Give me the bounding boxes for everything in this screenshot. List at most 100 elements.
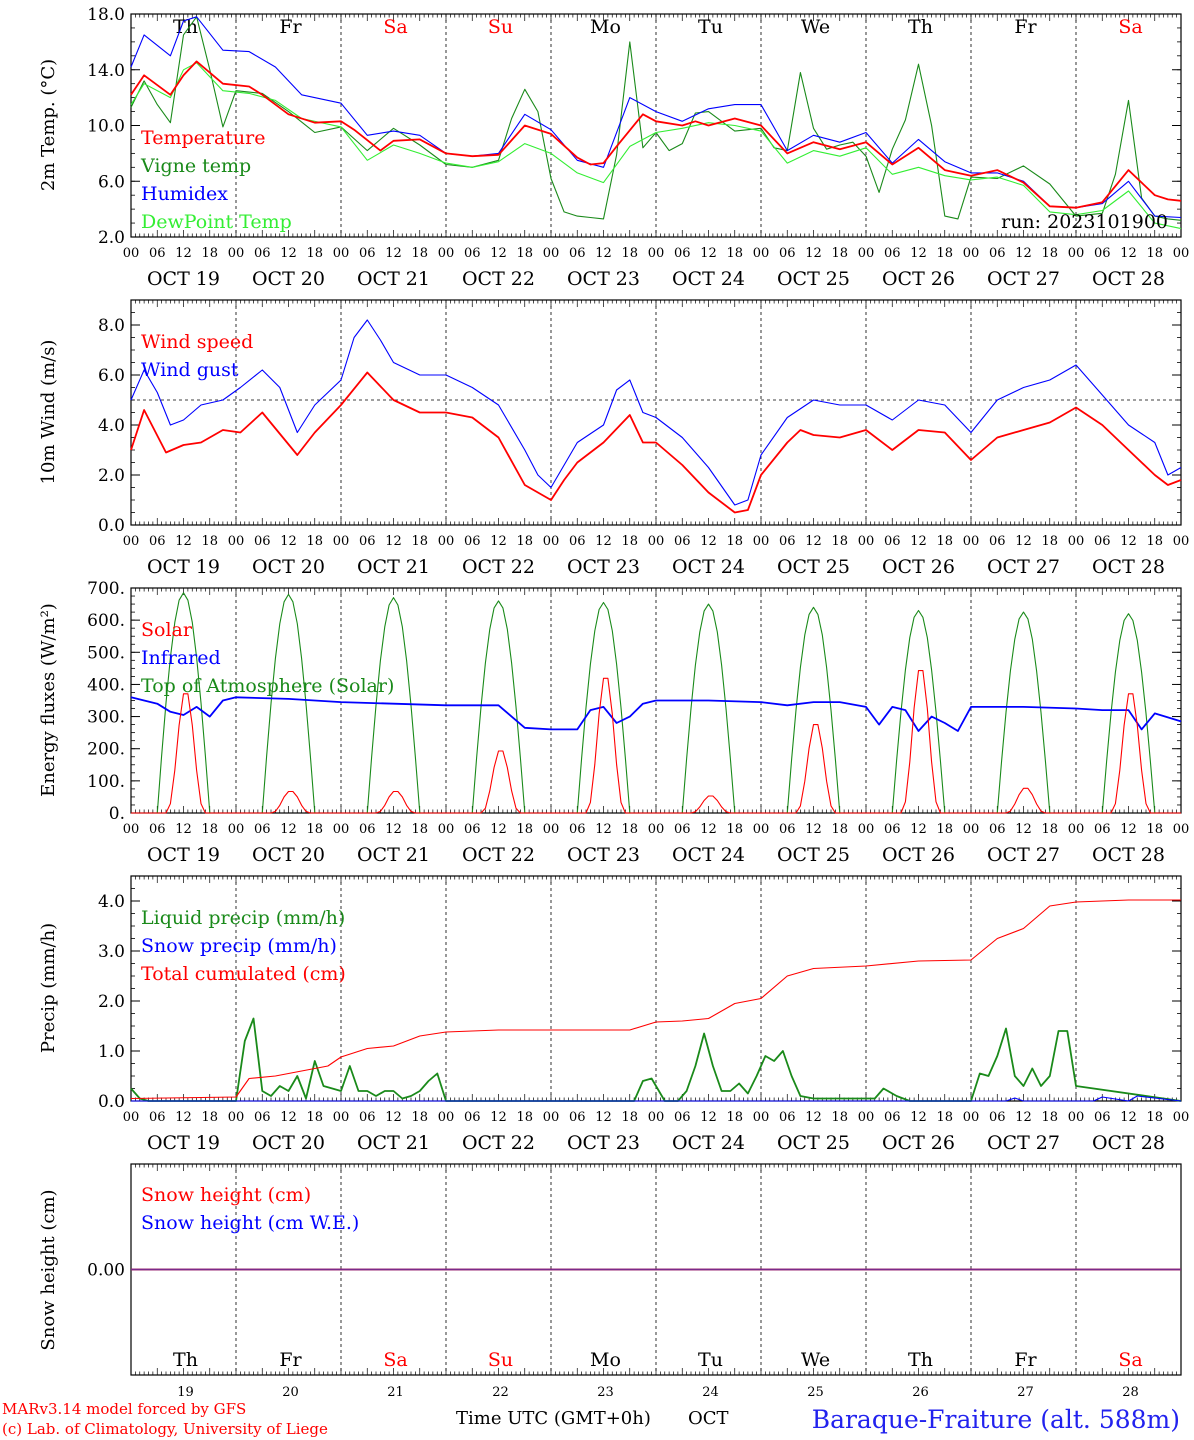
date-label: OCT 21 <box>357 556 430 578</box>
run-annotation: run: 2023101900 <box>1001 211 1168 233</box>
date-label: OCT 20 <box>252 1132 325 1154</box>
hour-label: 06 <box>779 1110 796 1125</box>
plot-frame <box>130 13 1182 238</box>
hour-label: 06 <box>884 246 901 261</box>
hour-label: 12 <box>700 534 717 549</box>
hour-label: 12 <box>280 1110 297 1125</box>
hour-label: 06 <box>884 822 901 837</box>
date-label: OCT 19 <box>147 1132 220 1154</box>
hour-label: 00 <box>438 246 455 261</box>
hour-label: 00 <box>753 822 770 837</box>
hour-label: 12 <box>280 822 297 837</box>
hour-label: 06 <box>359 534 376 549</box>
hour-label: 06 <box>254 1110 271 1125</box>
hour-label: 18 <box>831 534 848 549</box>
series-line-solar <box>131 670 1181 814</box>
hour-label: 18 <box>411 822 428 837</box>
hour-label: 06 <box>884 1110 901 1125</box>
y-tick-label: 0.0 <box>98 1092 125 1112</box>
y-tick-label: 0.0 <box>98 516 125 536</box>
y-tick-label: 500. <box>87 643 125 663</box>
hour-label: 18 <box>411 534 428 549</box>
date-label: OCT 27 <box>987 844 1060 866</box>
footer-month-label: OCT <box>688 1408 729 1429</box>
hour-label: 06 <box>464 822 481 837</box>
y-tick-label: 14.0 <box>87 61 125 81</box>
hour-label: 06 <box>569 534 586 549</box>
date-label: OCT 28 <box>1092 556 1165 578</box>
series-line-total-cumulated-cm- <box>130 899 1181 1100</box>
series-line-humidex <box>130 16 1182 219</box>
series-line-temperature <box>130 60 1182 209</box>
weekday-label: Mo <box>590 16 621 38</box>
legend-entry: Vigne temp <box>140 155 251 177</box>
hour-label: 12 <box>805 1110 822 1125</box>
hour-label: 12 <box>490 534 507 549</box>
y-tick-label: 4.0 <box>98 892 125 912</box>
hour-label: 06 <box>149 1110 166 1125</box>
hour-label: 18 <box>516 246 533 261</box>
y-tick-label: 100. <box>87 772 125 792</box>
hour-label: 06 <box>674 822 691 837</box>
hour-label: 00 <box>228 822 245 837</box>
hour-label: 00 <box>1068 1110 1085 1125</box>
date-label: OCT 26 <box>882 268 955 290</box>
day-number: 28 <box>1122 1385 1139 1400</box>
hour-label: 18 <box>306 534 323 549</box>
hour-label: 12 <box>1120 1110 1137 1125</box>
day-number: 21 <box>387 1385 404 1400</box>
hour-label: 18 <box>831 246 848 261</box>
hour-label: 06 <box>254 534 271 549</box>
hour-label: 12 <box>910 1110 927 1125</box>
date-label: OCT 20 <box>252 556 325 578</box>
hour-label: 18 <box>831 1110 848 1125</box>
y-tick-label: 8.0 <box>98 316 125 336</box>
series-line-snow-precip-mm-h- <box>131 1095 1182 1102</box>
hour-label: 06 <box>254 246 271 261</box>
hour-label: 00 <box>858 534 875 549</box>
hour-label: 12 <box>805 822 822 837</box>
hour-label: 18 <box>621 1110 638 1125</box>
hour-label: 06 <box>254 822 271 837</box>
hour-label: 12 <box>700 822 717 837</box>
hour-label: 06 <box>674 1110 691 1125</box>
hour-label: 00 <box>858 246 875 261</box>
hour-label: 00 <box>648 1110 665 1125</box>
hour-label: 18 <box>201 534 218 549</box>
legend-entry: Wind speed <box>141 331 253 353</box>
weekday-label: Th <box>908 16 933 38</box>
panel-2: 0.0 2.0 4.0 6.0 8.0 10m Wind (m/s) 00 06 12 18 OCT… <box>38 299 1189 578</box>
weekday-label: Th <box>173 1349 198 1371</box>
date-label: OCT 26 <box>882 844 955 866</box>
date-label: OCT 23 <box>567 844 640 866</box>
y-tick-label: 0. <box>109 804 125 824</box>
date-label: OCT 22 <box>462 556 535 578</box>
y-tick-label: 400. <box>87 675 125 695</box>
date-label: OCT 20 <box>252 844 325 866</box>
hour-label: 12 <box>385 822 402 837</box>
hour-label: 12 <box>700 1110 717 1125</box>
series-line-dewpoint-temp <box>130 62 1182 230</box>
hour-label: 00 <box>543 246 560 261</box>
hour-label: 00 <box>543 1110 560 1125</box>
y-tick-label: 4.0 <box>98 416 125 436</box>
hour-label: 00 <box>963 534 980 549</box>
hour-label: 06 <box>464 534 481 549</box>
y-tick-label: 6.0 <box>98 172 125 192</box>
series-line-wind-speed <box>130 371 1182 514</box>
hour-label: 06 <box>779 534 796 549</box>
hour-label: 18 <box>411 1110 428 1125</box>
legend-entry: Infrared <box>141 647 221 669</box>
legend-entry: Liquid precip (mm/h) <box>141 907 345 929</box>
hour-label: 00 <box>123 1110 140 1125</box>
hour-label: 12 <box>1015 246 1032 261</box>
legend-entry: Wind gust <box>141 359 239 381</box>
hour-label: 06 <box>1094 1110 1111 1125</box>
hour-label: 12 <box>910 822 927 837</box>
hour-label: 06 <box>1094 822 1111 837</box>
hour-label: 18 <box>936 1110 953 1125</box>
panel-1: 2.0 6.0 10.0 14.0 18.0 2m Temp. (°C) 00 06 12 18 O… <box>38 5 1189 290</box>
hour-label: 18 <box>201 1110 218 1125</box>
hour-label: 00 <box>1068 822 1085 837</box>
